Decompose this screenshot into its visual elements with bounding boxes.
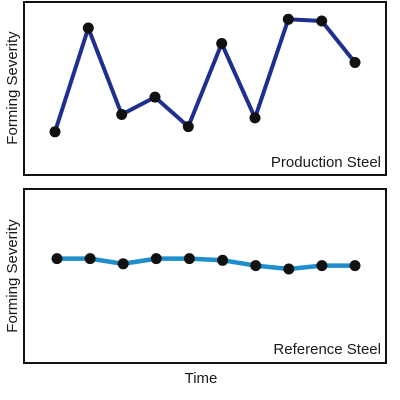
reference-data-point-9 [316,260,328,272]
reference-data-point-4 [150,253,162,265]
reference-data-point-1 [51,253,63,265]
production-data-point-8 [282,13,294,25]
reference-series [51,253,361,275]
reference-data-point-2 [84,253,96,265]
reference-steel-panel: Forming Severity Reference Steel [4,188,387,364]
production-data-point-1 [49,126,61,138]
reference-panel-label: Reference Steel [273,341,381,358]
reference-plot-frame [23,188,387,364]
production-data-point-10 [349,57,361,68]
production-data-point-2 [82,22,94,34]
production-steel-panel: Forming Severity Production Steel [4,1,387,176]
reference-data-point-7 [250,260,262,272]
production-data-point-7 [249,112,261,124]
production-panel-label: Production Steel [271,154,381,171]
x-axis-label: Time [185,370,218,387]
production-data-point-4 [149,91,161,103]
production-series-line [53,17,357,133]
reference-series-line [57,256,355,272]
reference-data-point-5 [183,253,195,265]
production-data-point-6 [216,38,228,49]
production-data-point-5 [182,121,194,133]
production-data-point-3 [116,109,128,120]
reference-data-point-10 [349,260,361,272]
reference-y-axis-label: Forming Severity [4,219,21,333]
production-data-point-9 [316,15,328,27]
reference-data-point-6 [217,254,229,266]
production-series [49,13,361,138]
production-y-axis-label: Forming Severity [4,31,21,145]
reference-data-point-8 [283,263,295,275]
reference-data-point-3 [117,258,129,270]
